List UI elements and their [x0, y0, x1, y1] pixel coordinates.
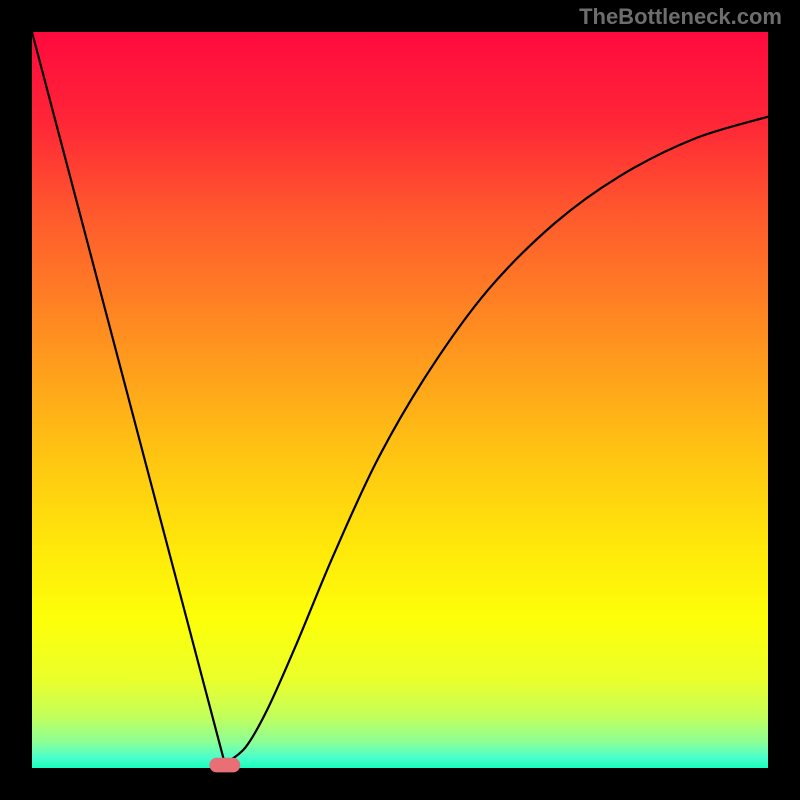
chart-svg [0, 0, 800, 800]
plot-background [32, 32, 768, 768]
optimum-marker [209, 758, 240, 773]
watermark-text: TheBottleneck.com [579, 4, 782, 30]
chart-container: TheBottleneck.com [0, 0, 800, 800]
